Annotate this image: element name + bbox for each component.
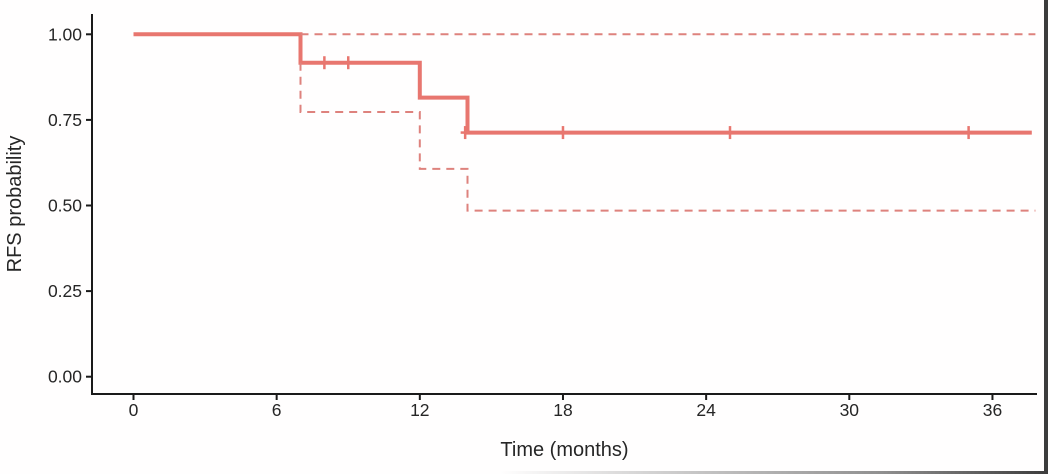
- x-tick-label: 0: [129, 400, 139, 420]
- km-estimate-curve: [133, 32, 1032, 135]
- x-tick-label: 24: [696, 400, 716, 420]
- y-tick-label: 0.50: [48, 196, 82, 216]
- y-axis-title: RFS probability: [4, 136, 26, 273]
- window-bottom-border: [500, 471, 1048, 474]
- x-tick-label: 30: [840, 400, 860, 420]
- y-tick-label: 0.75: [48, 110, 82, 130]
- y-tick-label: 0.25: [48, 281, 82, 301]
- y-tick-label: 0.00: [48, 367, 82, 387]
- lower-95-ci-curve: [299, 62, 1036, 212]
- x-tick-label: 36: [983, 400, 1002, 420]
- x-tick-label: 6: [272, 400, 282, 420]
- x-axis-title: Time (months): [500, 439, 628, 461]
- y-tick-label: 1.00: [48, 24, 82, 44]
- window-right-border: [1044, 0, 1048, 474]
- x-tick-label: 12: [410, 400, 429, 420]
- x-tick-label: 18: [553, 400, 572, 420]
